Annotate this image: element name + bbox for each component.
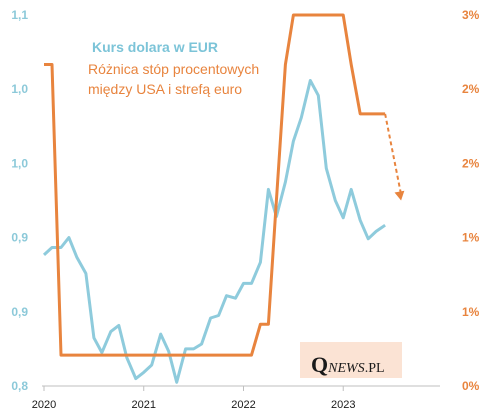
y-right-tick-label: 1%: [462, 231, 480, 245]
y-right-tick-label: 1%: [462, 305, 480, 319]
brand-badge: [300, 342, 402, 378]
y-left-tick-label: 0,9: [11, 305, 28, 319]
y-left-tick-label: 1,0: [11, 82, 28, 96]
x-tick-label: 2021: [132, 399, 156, 411]
projection-dashed-line: [384, 113, 403, 195]
y-left-tick-label: 0,9: [11, 231, 28, 245]
brand-logo: QNEWS.PL: [311, 352, 385, 377]
projection-arrow-icon: [394, 190, 405, 201]
rate-diff-line: [44, 13, 386, 357]
y-right-tick-label: 3%: [462, 8, 480, 22]
y-left-tick-label: 1,0: [11, 156, 28, 170]
legend-usd-eur: Kurs dolara w EUR: [92, 39, 218, 55]
y-right-tick-label: 0%: [462, 379, 480, 393]
legend-rate-diff-line2: między USA i strefą euro: [88, 81, 242, 97]
usd-eur-line: [42, 79, 386, 384]
y-left-tick-label: 0,8: [11, 379, 28, 393]
y-right-tick-label: 2%: [462, 156, 480, 170]
legend-rate-diff-line1: Różnica stóp procentowych: [88, 61, 259, 77]
x-tick-label: 2023: [331, 399, 355, 411]
x-tick-label: 2022: [231, 399, 255, 411]
y-right-tick-label: 2%: [462, 82, 480, 96]
x-tick-label: 2020: [32, 399, 56, 411]
y-left-tick-label: 1,1: [11, 8, 28, 22]
